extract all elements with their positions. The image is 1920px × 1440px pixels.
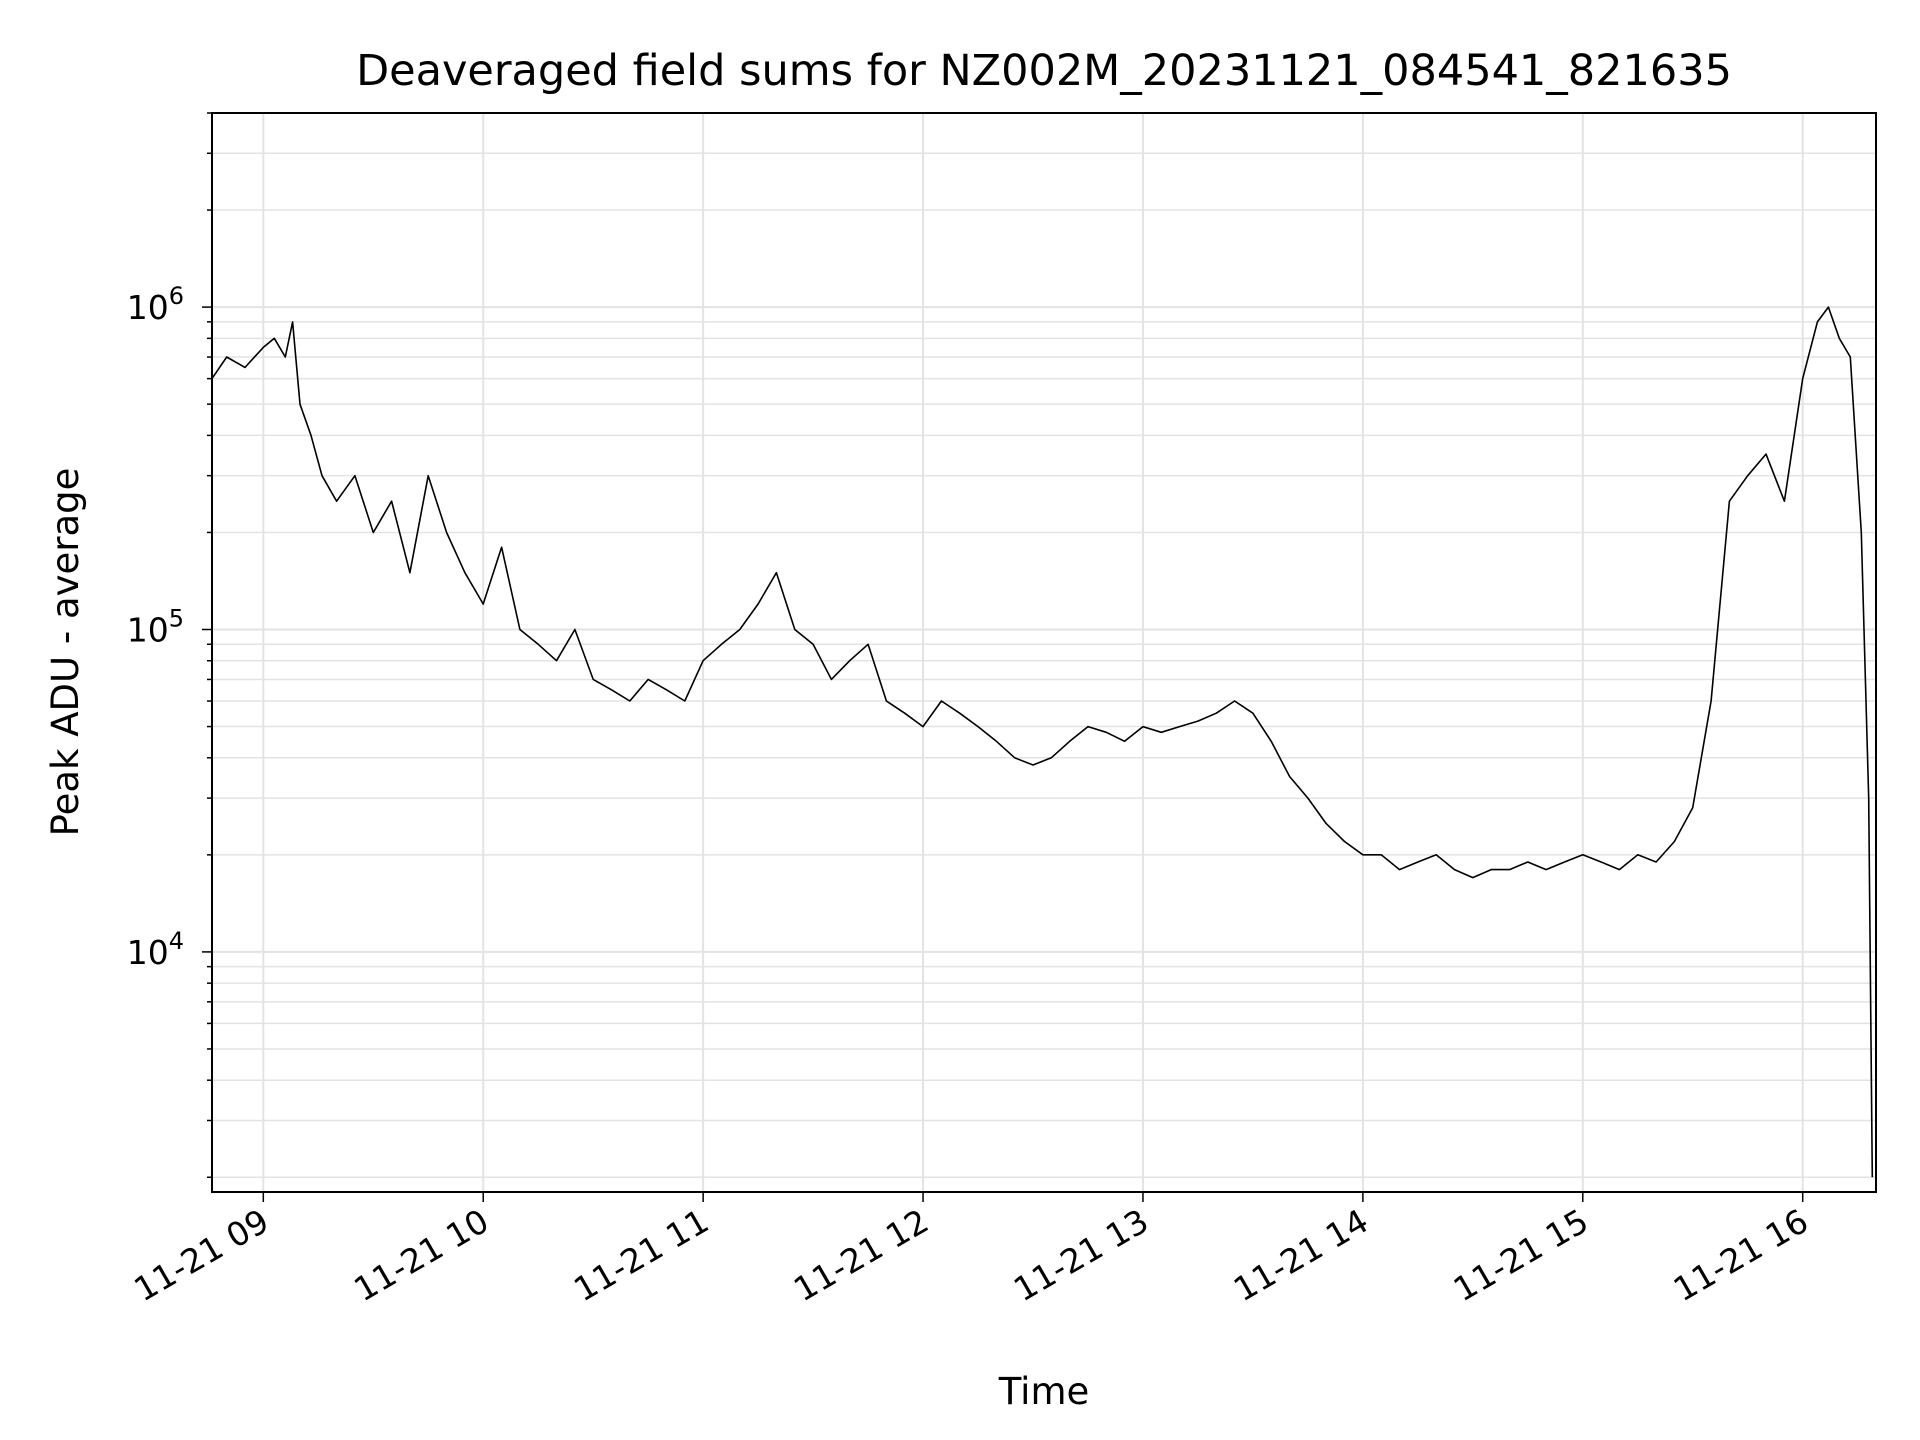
x-axis-label: Time — [998, 1370, 1090, 1413]
x-tick-label: 11-21 16 — [1667, 1201, 1815, 1309]
x-tick-label: 11-21 09 — [127, 1201, 275, 1309]
chart-title: Deaveraged field sums for NZ002M_2023112… — [356, 46, 1732, 96]
y-axis-label: Peak ADU - average — [44, 468, 87, 837]
x-axis: 11-21 09 11-21 10 11-21 11 11-21 12 11-21 13… — [127, 1192, 1815, 1309]
y-tick-label: 105 — [127, 605, 184, 650]
series-line — [211, 306, 1874, 1178]
plot-frame — [211, 112, 1877, 1193]
y-tick-label: 106 — [127, 282, 184, 327]
x-tick-label: 11-21 14 — [1227, 1201, 1375, 1309]
x-tick-label: 11-21 13 — [1007, 1201, 1155, 1309]
y-axis: 104 105 106 — [127, 112, 212, 1178]
x-tick-label: 11-21 15 — [1447, 1201, 1595, 1309]
x-tick-label: 11-21 12 — [787, 1201, 935, 1309]
y-tick-label: 104 — [127, 927, 184, 972]
series-line-path — [211, 306, 1874, 1178]
grid — [212, 112, 1876, 1192]
x-tick-label: 11-21 11 — [567, 1201, 715, 1309]
x-tick-label: 11-21 10 — [347, 1201, 495, 1309]
